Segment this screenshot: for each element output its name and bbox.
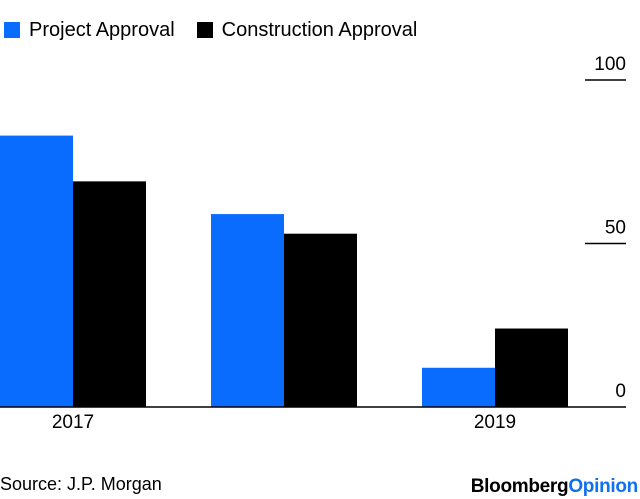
- y-tick-label-100: 100: [594, 54, 626, 75]
- legend-label-project-approval: Project Approval: [29, 18, 175, 41]
- bloomberg-opinion-logo: BloombergOpinion: [470, 476, 639, 498]
- bar-project-approval-2017: [0, 135, 73, 407]
- bar-chart: 0 50 100 2017 2019: [0, 54, 626, 433]
- legend-item-construction-approval: Construction Approval: [196, 18, 418, 42]
- x-tick-label-2017: 2017: [52, 412, 94, 433]
- bar-project-approval-2019: [422, 367, 495, 407]
- x-tick-label-2019: 2019: [474, 412, 516, 433]
- bar-construction-approval-2018: [284, 233, 357, 407]
- bar-project-approval-2018: [211, 214, 284, 407]
- legend-swatch-construction-approval: [196, 22, 213, 38]
- source-note: Source: J.P. Morgan: [0, 474, 162, 494]
- bar-construction-approval-2019: [495, 328, 568, 407]
- y-tick-label-50: 50: [605, 218, 626, 239]
- legend: Project Approval Construction Approval: [4, 18, 439, 42]
- bar-construction-approval-2017: [73, 181, 146, 407]
- legend-swatch-project-approval: [4, 22, 20, 38]
- legend-label-construction-approval: Construction Approval: [221, 18, 418, 41]
- brand-sub: Opinion: [568, 476, 638, 497]
- brand-main: Bloomberg: [470, 476, 569, 497]
- legend-item-project-approval: Project Approval: [4, 19, 175, 42]
- y-tick-label-0: 0: [615, 381, 626, 402]
